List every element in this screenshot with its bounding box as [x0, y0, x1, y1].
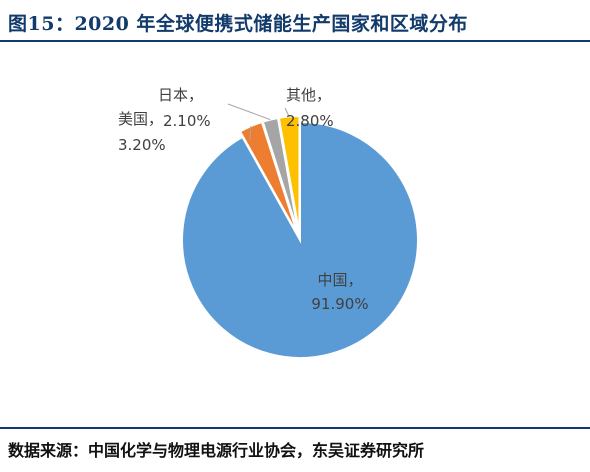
slice-label-name-2: 日本，	[158, 86, 203, 104]
slice-label-name-1: 美国，	[118, 110, 163, 128]
slice-label-value-3: 2.80%	[286, 112, 334, 130]
title-rule	[0, 40, 590, 42]
slice-label-name-3: 其他，	[286, 86, 331, 104]
pie-slice-3	[277, 115, 301, 235]
figure-title: 图15：2020 年全球便携式储能生产国家和区域分布	[8, 13, 468, 35]
leader-line-2	[227, 103, 271, 121]
leader-line-1	[249, 126, 252, 141]
leader-line-3	[284, 107, 290, 117]
slice-label-name-0: 中国，	[317, 271, 362, 289]
source-note: 数据来源：中国化学与物理电源行业协会，东吴证券研究所	[8, 441, 425, 460]
slice-label-value-2: 2.10%	[163, 112, 211, 130]
pie-slice-0	[181, 120, 419, 359]
slice-label-value-0: 91.90%	[311, 295, 368, 313]
source-rule	[0, 427, 590, 429]
slice-label-value-1: 3.20%	[118, 136, 166, 154]
